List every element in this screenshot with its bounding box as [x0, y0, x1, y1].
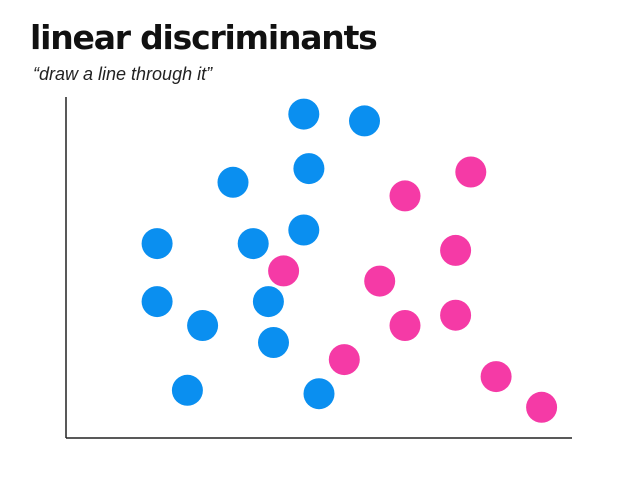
- pink-point-10: [526, 391, 558, 423]
- slide-title: linear discriminants: [30, 18, 378, 57]
- pink-point-4: [268, 255, 300, 287]
- blue-point-8: [141, 286, 173, 318]
- pink-point-6: [440, 299, 472, 331]
- pink-point-7: [389, 310, 421, 341]
- blue-point-2: [349, 105, 380, 137]
- pink-point-3: [440, 234, 472, 266]
- blue-point-7: [237, 228, 269, 260]
- pink-point-8: [328, 344, 360, 376]
- blue-point-4: [217, 166, 249, 198]
- blue-point-11: [258, 327, 289, 358]
- data-points: [141, 98, 558, 423]
- blue-point-1: [288, 98, 320, 130]
- blue-point-12: [171, 374, 203, 406]
- pink-point-1: [455, 156, 487, 188]
- blue-point-10: [187, 310, 219, 341]
- pink-point-9: [480, 361, 512, 393]
- blue-point-6: [141, 228, 173, 260]
- pink-point-5: [364, 265, 396, 297]
- slide-subtitle: “draw a line through it”: [33, 64, 213, 84]
- blue-point-3: [293, 153, 325, 185]
- blue-point-13: [303, 378, 335, 410]
- blue-point-9: [252, 286, 284, 318]
- blue-point-5: [288, 214, 320, 246]
- pink-point-2: [389, 180, 421, 212]
